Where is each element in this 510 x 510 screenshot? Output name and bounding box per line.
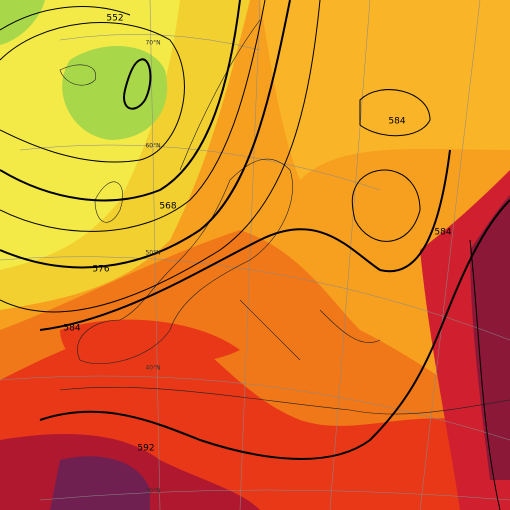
contour-line bbox=[0, 0, 321, 313]
contour-line bbox=[0, 6, 131, 31]
contour-line bbox=[0, 22, 185, 163]
contour-line bbox=[39, 149, 451, 331]
contour-line bbox=[39, 199, 510, 460]
field-green bbox=[0, 0, 45, 45]
contour-line bbox=[351, 169, 421, 242]
field-purple bbox=[50, 456, 150, 510]
graticule bbox=[149, 0, 481, 510]
field-purple bbox=[470, 195, 510, 480]
latitude-label: 50°N bbox=[145, 250, 160, 257]
contour-line bbox=[0, 0, 291, 269]
contour-label: 576 bbox=[92, 265, 109, 275]
contour-label: 552 bbox=[106, 14, 123, 24]
contour-line bbox=[0, 0, 266, 232]
contour-label: 584 bbox=[63, 324, 80, 334]
latitude-label: 60°N bbox=[145, 143, 160, 150]
latitude-label: 40°N bbox=[145, 365, 160, 372]
contour-line bbox=[0, 0, 241, 202]
contour-line bbox=[123, 58, 152, 110]
contour-line bbox=[359, 89, 431, 137]
contour-label: 568 bbox=[159, 202, 176, 212]
contour-line bbox=[469, 239, 501, 510]
contour-label: 592 bbox=[137, 444, 154, 454]
latitude-label: 70°N bbox=[145, 40, 160, 47]
coastline bbox=[59, 19, 510, 415]
contour-label: 584 bbox=[388, 117, 405, 127]
field-green bbox=[62, 46, 168, 140]
latitude-label: 30°N bbox=[145, 488, 160, 495]
field-red bbox=[60, 319, 240, 380]
contour-label: 584 bbox=[434, 228, 451, 238]
